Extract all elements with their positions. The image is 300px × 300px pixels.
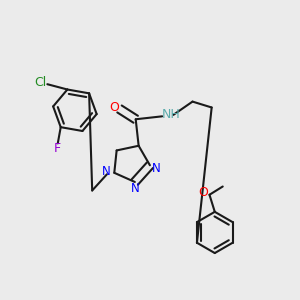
Text: O: O	[198, 186, 208, 199]
Text: N: N	[152, 162, 161, 175]
Text: N: N	[131, 182, 140, 195]
Text: F: F	[54, 142, 61, 155]
Text: NH: NH	[162, 108, 180, 121]
Text: O: O	[109, 101, 119, 114]
Text: N: N	[102, 165, 111, 178]
Text: Cl: Cl	[35, 76, 47, 89]
